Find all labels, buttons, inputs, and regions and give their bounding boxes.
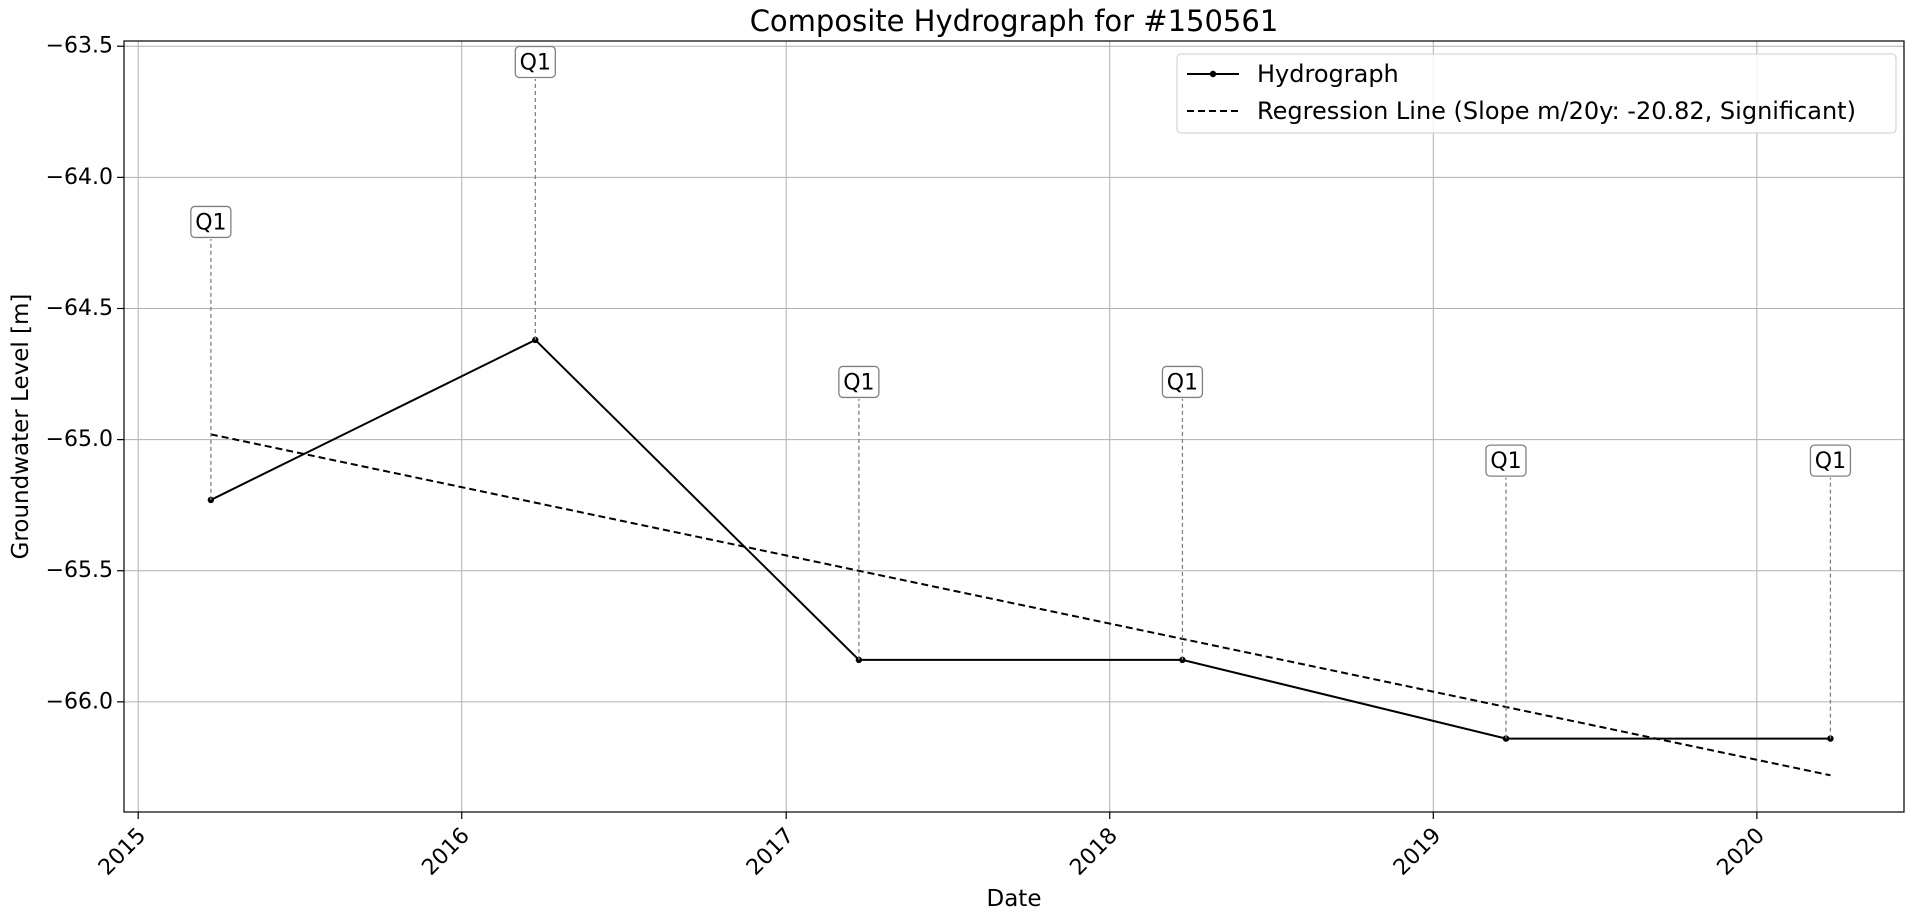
legend: Hydrograph Regression Line (Slope m/20y:… bbox=[1176, 53, 1897, 134]
legend-box bbox=[1176, 53, 1897, 134]
y-tick-label: −64.5 bbox=[46, 296, 113, 321]
hydrograph-line bbox=[210, 338, 1831, 740]
grid bbox=[124, 41, 1904, 812]
y-tick-label: −65.5 bbox=[46, 558, 113, 583]
annotation-label: Q1 bbox=[843, 370, 874, 395]
y-tick-label: −63.5 bbox=[46, 34, 113, 59]
x-tick-label: 2017 bbox=[742, 823, 799, 880]
annotation-box bbox=[1485, 444, 1527, 477]
x-axis-title: Date bbox=[987, 886, 1042, 912]
regression-line bbox=[210, 433, 1831, 777]
annotation-box bbox=[838, 365, 880, 399]
x-tick-label: 2019 bbox=[1389, 823, 1446, 880]
legend-hydrograph-marker bbox=[1209, 70, 1217, 78]
legend-regression-label: Regression Line (Slope m/20y: -20.82, Si… bbox=[1257, 97, 1856, 125]
hydrograph-series bbox=[207, 336, 1834, 742]
x-tick-label: 2020 bbox=[1713, 823, 1770, 880]
annotation-label: Q1 bbox=[1167, 370, 1198, 395]
annotation-box bbox=[1809, 444, 1852, 477]
annotation-box bbox=[1161, 365, 1204, 399]
y-axis-title: Groundwater Level [m] bbox=[8, 294, 34, 560]
y-tick-label: −64.0 bbox=[46, 165, 113, 190]
y-tick-label: −65.0 bbox=[46, 427, 113, 452]
annotation-label: Q1 bbox=[195, 210, 226, 235]
chart-title: Composite Hydrograph for #150561 bbox=[750, 4, 1279, 38]
annotation-label: Q1 bbox=[1815, 449, 1846, 474]
annotation-box bbox=[514, 45, 556, 79]
plot-frame bbox=[123, 40, 1905, 813]
x-tick-label: 2016 bbox=[417, 823, 474, 880]
annotation-box bbox=[190, 205, 232, 239]
regression-series bbox=[210, 433, 1831, 777]
quarter-annotations: Q1 Q1 Q1 Q1 Q1 Q1 bbox=[190, 45, 1852, 739]
x-tick-label: 2015 bbox=[94, 823, 151, 880]
x-tick-label: 2018 bbox=[1065, 823, 1122, 880]
annotation-label: Q1 bbox=[1490, 449, 1521, 474]
y-tick-label: −66.0 bbox=[46, 689, 113, 714]
legend-hydrograph-label: Hydrograph bbox=[1257, 60, 1399, 88]
annotation-label: Q1 bbox=[520, 50, 551, 75]
